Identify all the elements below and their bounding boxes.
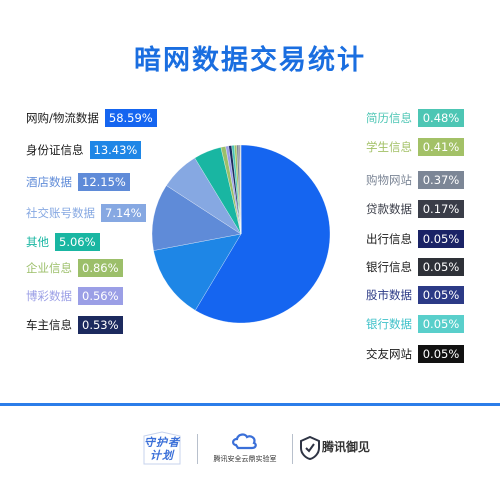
legend-value-badge: 0.37% [418, 171, 464, 189]
cloud-lab-icon [232, 433, 257, 450]
tencent-security-logo: 腾讯御见 [300, 434, 370, 468]
legend-value-badge: 58.59% [104, 109, 157, 127]
guardian-plan-logo: 守护者 计划 [136, 430, 188, 470]
legend-item: 出行信息 0.05% [366, 230, 464, 248]
legend-label: 其他 [26, 235, 49, 249]
star-shield-icon [143, 431, 181, 465]
shield-icon [300, 436, 320, 460]
divider-line [0, 403, 500, 406]
legend-label: 股市数据 [366, 288, 412, 302]
footer-separator [197, 434, 198, 464]
footer-separator [292, 434, 293, 464]
legend-label: 银行信息 [366, 260, 412, 274]
logo1-line1: 守护者 [144, 436, 180, 449]
legend-item: 酒店数据 12.15% [26, 173, 130, 191]
legend-value-badge: 0.05% [418, 345, 464, 363]
legend-value-badge: 0.05% [418, 230, 464, 248]
legend-label: 车主信息 [26, 318, 72, 332]
legend-value-badge: 0.41% [418, 138, 464, 156]
legend-label: 网购/物流数据 [26, 111, 99, 125]
legend-label: 学生信息 [366, 140, 412, 154]
legend-item: 简历信息 0.48% [366, 109, 464, 127]
legend-value-badge: 0.86% [78, 259, 123, 277]
legend-value-badge: 0.05% [418, 258, 464, 276]
legend-item: 购物网站 0.37% [366, 171, 464, 189]
legend-label: 企业信息 [26, 261, 72, 275]
legend-item: 博彩数据 0.56% [26, 287, 123, 305]
legend-item: 贷款数据 0.17% [366, 200, 464, 218]
legend-item: 社交账号数据 7.14% [26, 204, 146, 222]
legend-value-badge: 13.43% [89, 141, 142, 159]
tencent-security-name: 腾讯御见 [322, 440, 371, 454]
cloud-lab-text: 腾讯安全云鼎实验室 [213, 455, 277, 463]
cloud-lab-logo: 腾讯安全云鼎实验室 [205, 430, 285, 470]
legend-item: 其他 5.06% [26, 233, 100, 251]
legend-label: 银行数据 [366, 317, 412, 331]
legend-item: 银行数据 0.05% [366, 315, 464, 333]
legend-label: 交友网站 [366, 347, 412, 361]
legend-value-badge: 7.14% [101, 204, 146, 222]
legend-label: 博彩数据 [26, 289, 72, 303]
legend-item: 银行信息 0.05% [366, 258, 464, 276]
legend-value-badge: 0.56% [78, 287, 123, 305]
logo1-line2: 计划 [150, 449, 174, 462]
pie-slice [151, 185, 242, 251]
legend-item: 学生信息 0.41% [366, 138, 464, 156]
legend-value-badge: 12.15% [78, 173, 130, 191]
legend-item: 网购/物流数据 58.59% [26, 109, 157, 127]
legend-item: 企业信息 0.86% [26, 259, 123, 277]
legend-label: 身份证信息 [26, 143, 84, 157]
pie-slice [153, 233, 242, 311]
legend-label: 贷款数据 [366, 202, 412, 216]
legend-label: 简历信息 [366, 111, 412, 125]
legend-value-badge: 0.17% [418, 200, 464, 218]
legend-value-badge: 0.05% [418, 286, 464, 304]
legend-label: 社交账号数据 [26, 206, 95, 220]
legend-label: 出行信息 [366, 232, 412, 246]
legend-value-badge: 0.05% [418, 315, 464, 333]
legend-label: 酒店数据 [26, 175, 72, 189]
footer-logos: 守护者 计划 腾讯安全云鼎实验室 腾讯御见 [0, 430, 500, 470]
legend-item: 股市数据 0.05% [366, 286, 464, 304]
legend-item: 车主信息 0.53% [26, 316, 123, 334]
legend-value-badge: 5.06% [55, 233, 100, 251]
chart-title: 暗网数据交易统计 [134, 45, 366, 76]
legend-item: 交友网站 0.05% [366, 345, 464, 363]
legend-value-badge: 0.53% [78, 316, 123, 334]
legend-value-badge: 0.48% [418, 109, 464, 127]
legend-item: 身份证信息 13.43% [26, 141, 142, 159]
pie-slice [195, 144, 331, 324]
legend-label: 购物网站 [366, 173, 412, 187]
